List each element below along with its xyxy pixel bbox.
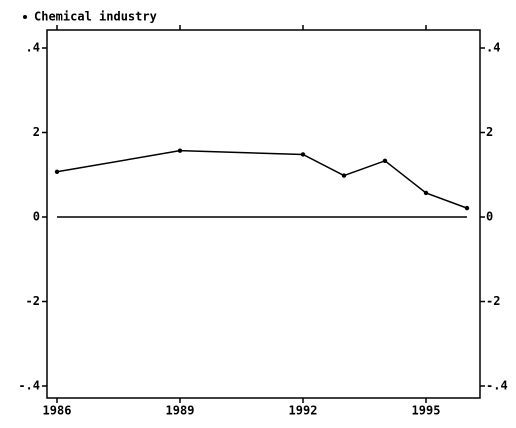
y-tick-label: -.4 xyxy=(18,379,40,393)
y-tick-label: 2 xyxy=(33,125,40,139)
y2-tick-label: .4 xyxy=(486,41,500,55)
series-line xyxy=(56,149,468,209)
y-tick-label: 0 xyxy=(33,210,40,224)
point xyxy=(423,190,429,196)
x-tick-label: 1989 xyxy=(166,404,195,418)
y2-tick-label: -2 xyxy=(486,294,500,308)
point xyxy=(382,158,388,164)
y2-tick-label: 2 xyxy=(486,125,493,139)
y2-tick-label: 0 xyxy=(486,210,493,224)
legend-label: Chemical industry xyxy=(34,10,157,24)
y-tick-label: -2 xyxy=(26,294,40,308)
y2-tick-label: -.4 xyxy=(486,379,508,393)
point xyxy=(300,152,306,157)
point xyxy=(54,169,60,174)
y-tick-label: .4 xyxy=(26,41,40,55)
legend-marker xyxy=(23,15,27,19)
x-tick-label: 1986 xyxy=(43,404,72,418)
plot-frame xyxy=(46,29,481,399)
point xyxy=(464,205,470,211)
point xyxy=(177,148,183,153)
x-tick-label: 1995 xyxy=(412,404,441,418)
x-tick-label: 1992 xyxy=(289,404,318,418)
point xyxy=(341,173,347,178)
